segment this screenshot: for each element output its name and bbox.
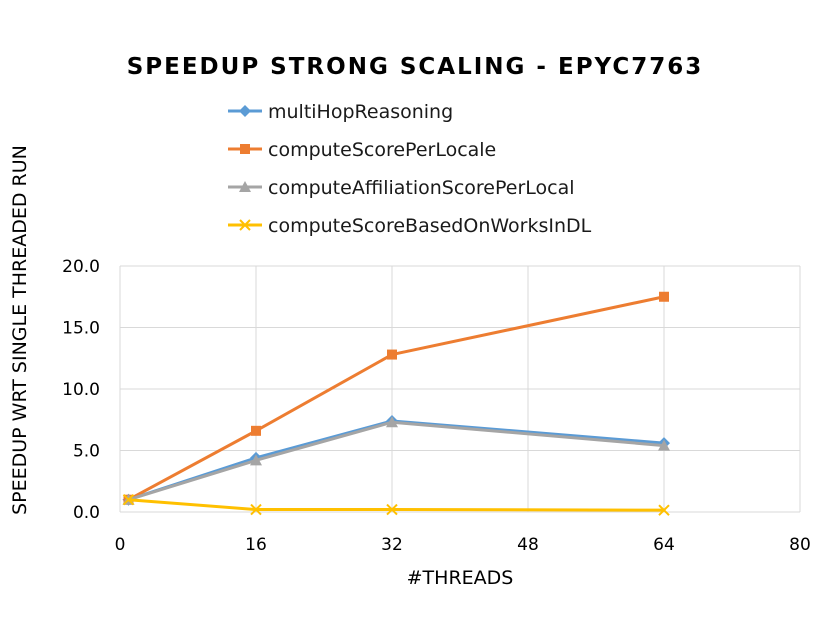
y-axis-label: SPEEDUP WRT SINGLE THREADED RUN	[9, 145, 31, 515]
series-computeAffiliationScorePerLocal	[122, 416, 670, 505]
series-computeScoreBasedOnWorksInDL	[122, 493, 670, 516]
legend-label: computeAffiliationScorePerLocal	[268, 177, 575, 199]
legend-item: computeScorePerLocale	[228, 139, 496, 161]
legend-item: multiHopReasoning	[228, 101, 453, 123]
data-point	[386, 503, 398, 516]
legend: multiHopReasoning computeScorePerLocale co…	[228, 101, 592, 237]
legend-item: computeScoreBasedOnWorksInDL	[228, 215, 592, 237]
x-axis-label: #THREADS	[407, 567, 514, 589]
y-tick-label: 10.0	[62, 380, 100, 400]
series-multiHopReasoning	[122, 414, 670, 506]
x-axis-ticks: 0 16 32 48 64 80	[115, 535, 811, 555]
data-point	[658, 439, 670, 451]
chart-title: SPEEDUP STRONG SCALING - EPYC7763	[127, 54, 704, 80]
y-tick-label: 20.0	[62, 257, 100, 277]
series-group	[122, 291, 670, 516]
data-point	[387, 349, 397, 360]
legend-label: computeScorePerLocale	[268, 139, 496, 161]
x-tick-label: 80	[789, 535, 811, 555]
gridlines	[119, 265, 801, 513]
data-point	[251, 425, 261, 436]
data-point	[122, 493, 135, 506]
x-tick-label: 32	[381, 535, 403, 555]
data-point	[386, 416, 398, 428]
series-line	[128, 420, 665, 502]
legend-label: multiHopReasoning	[268, 101, 453, 123]
y-axis-ticks: 0.0 5.0 10.0 15.0 20.0	[62, 257, 100, 523]
data-point	[659, 291, 669, 302]
x-tick-label: 48	[517, 535, 539, 555]
series-line	[127, 295, 665, 502]
y-tick-label: 5.0	[73, 442, 100, 462]
x-tick-label: 0	[115, 535, 126, 555]
legend-marker	[239, 219, 251, 231]
legend-marker	[239, 181, 251, 192]
legend-marker	[239, 105, 251, 117]
legend-label: computeScoreBasedOnWorksInDL	[268, 215, 592, 237]
data-point	[658, 504, 670, 516]
legend-item: computeAffiliationScorePerLocal	[228, 177, 575, 199]
x-tick-label: 64	[653, 535, 675, 555]
legend-marker	[240, 144, 250, 154]
series-line	[128, 498, 665, 512]
series-line	[128, 419, 665, 502]
data-point	[250, 503, 262, 516]
y-tick-label: 0.0	[73, 503, 100, 523]
data-point	[250, 454, 262, 466]
y-tick-label: 15.0	[62, 319, 100, 339]
x-tick-label: 16	[245, 535, 267, 555]
series-computeScorePerLocale	[123, 291, 669, 505]
